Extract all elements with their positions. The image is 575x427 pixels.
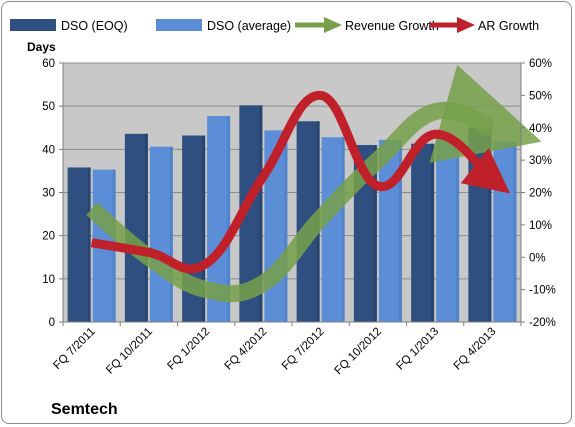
x-tick-label: FQ 4/2013: [452, 326, 499, 373]
y-right-tick-label: 20%: [529, 188, 552, 200]
bar-dso-eoq: [411, 143, 435, 322]
bar-dso-eoq: [239, 105, 263, 322]
y-left-tick-label: 20: [42, 231, 55, 243]
company-label: Semtech: [51, 401, 118, 418]
x-tick-label: FQ 1/2013: [394, 326, 441, 373]
x-tick-label: FQ 7/2012: [280, 326, 327, 373]
legend-label-revenue-growth: Revenue Growth: [345, 19, 439, 33]
y-right-tick-label: 40%: [529, 123, 552, 135]
y-left-tick-label: 40: [42, 144, 55, 156]
y-right-tick-label: -20%: [529, 317, 556, 329]
bar-dso-eoq: [124, 133, 148, 322]
bar-dso-eoq: [67, 167, 91, 322]
y-right-tick-label: 0%: [529, 252, 546, 264]
bar-dso-average: [321, 137, 345, 322]
y-right-tick-label: 60%: [529, 58, 552, 70]
legend-swatch-revenue-growth: [295, 17, 342, 33]
y-left-tick-label: 50: [42, 101, 55, 113]
legend: DSO (EOQ) DSO (average) Revenue Growth A…: [10, 17, 539, 33]
bar-dso-average: [436, 138, 460, 322]
y-right-tick-label: 50%: [529, 90, 552, 102]
y-left-tick-label: 0: [49, 317, 55, 329]
y-axis-title-days: Days: [27, 40, 56, 54]
x-tick-label: FQ 10/2012: [333, 326, 384, 377]
y-right-tick-label: 10%: [529, 220, 552, 232]
y-left-tick-label: 10: [42, 274, 55, 286]
y-right-tick-label: -10%: [529, 285, 556, 297]
x-tick-label: FQ 10/2011: [104, 326, 155, 377]
legend-swatch-dso-average: [156, 19, 202, 31]
legend-swatch-dso-eoq: [10, 19, 56, 31]
legend-label-ar-growth: AR Growth: [478, 19, 539, 33]
line-ar-growth: [90, 90, 511, 274]
y-right-tick-label: 30%: [529, 155, 552, 167]
line-revenue-growth: [86, 64, 542, 303]
legend-label-dso-eoq: DSO (EOQ): [61, 19, 128, 33]
x-tick-label: FQ 4/2012: [223, 326, 270, 373]
bar-dso-average: [149, 146, 173, 322]
y-left-tick-label: 60: [42, 58, 55, 70]
bar-dso-average: [207, 116, 231, 322]
x-tick-label: FQ 1/2012: [165, 326, 212, 373]
bar-dso-average: [493, 141, 517, 322]
legend-label-dso-average: DSO (average): [207, 19, 291, 33]
x-tick-label: FQ 7/2011: [51, 326, 97, 372]
legend-swatch-ar-growth: [430, 17, 475, 33]
y-left-tick-label: 30: [42, 188, 55, 200]
